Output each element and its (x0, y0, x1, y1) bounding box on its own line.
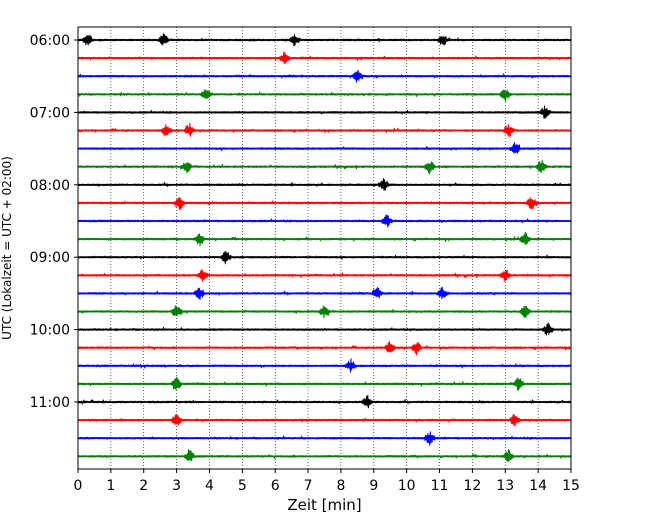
y-tick-label: 09:00 (30, 250, 70, 266)
x-tick-label: 1 (106, 478, 115, 494)
x-tick-label: 15 (562, 478, 580, 494)
x-tick-label: 2 (139, 478, 148, 494)
x-tick-label: 0 (74, 478, 83, 494)
x-tick-label: 7 (304, 478, 313, 494)
y-tick-label: 06:00 (30, 33, 70, 49)
x-tick-label: 12 (463, 478, 481, 494)
y-axis-label: UTC (Lokalzeit = UTC + 02:00) (0, 156, 14, 340)
x-axis-label: Zeit [min] (287, 496, 361, 514)
y-tick-label: 08:00 (30, 178, 70, 194)
y-tick-label: 07:00 (30, 105, 70, 121)
x-tick-label: 14 (529, 478, 547, 494)
plot-frame (77, 26, 572, 470)
x-tick-label: 11 (431, 478, 449, 494)
x-tick-label: 3 (172, 478, 181, 494)
x-axis: 0 1 2 3 4 5 6 7 8 9 10 11 12 13 14 15 (74, 469, 580, 494)
x-tick-label: 8 (336, 478, 345, 494)
x-tick-label: 10 (398, 478, 416, 494)
x-tick-label: 4 (205, 478, 214, 494)
trace-group (77, 33, 572, 463)
x-tick-label: 6 (271, 478, 280, 494)
y-tick-label: 10:00 (30, 323, 70, 339)
y-axis: 06:00 07:00 08:00 09:00 10:00 11:00 (30, 33, 78, 411)
x-tick-label: 9 (369, 478, 378, 494)
x-tick-label: 5 (238, 478, 247, 494)
x-tick-label: 13 (496, 478, 514, 494)
y-tick-label: 11:00 (30, 395, 70, 411)
